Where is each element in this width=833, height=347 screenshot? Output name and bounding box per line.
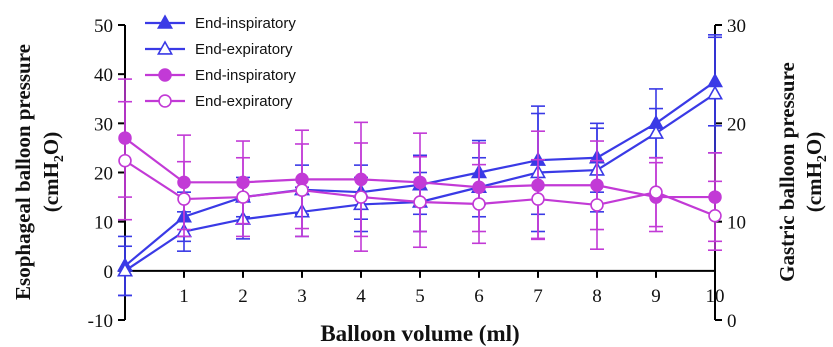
data-point bbox=[590, 198, 604, 212]
series-layer bbox=[116, 34, 724, 297]
y-tick-label: 50 bbox=[94, 16, 113, 37]
data-point bbox=[295, 183, 309, 197]
data-point bbox=[118, 153, 132, 168]
data-point bbox=[413, 195, 427, 209]
data-point bbox=[649, 185, 663, 199]
y-tick-label: 20 bbox=[94, 164, 113, 185]
y2-axis-unit-sub: 2 bbox=[815, 155, 830, 162]
legend-label: End-expiratory bbox=[195, 41, 293, 58]
x-tick-label: 7 bbox=[533, 286, 543, 307]
y-axis-unit-open: (cmH bbox=[39, 162, 63, 212]
y2-axis-unit: (cmH2O) bbox=[802, 132, 830, 212]
y2-axis-title: Gastric balloon pressure bbox=[775, 62, 799, 282]
legend-label: End-expiratory bbox=[195, 93, 293, 110]
data-point bbox=[354, 190, 368, 204]
y2-tick-label: 10 bbox=[727, 213, 746, 234]
data-point bbox=[706, 85, 724, 100]
y2-axis-unit-open: (cmH bbox=[802, 162, 826, 212]
y-axis-unit-close: O) bbox=[39, 132, 63, 155]
y2-axis-unit-close: O) bbox=[802, 132, 826, 155]
y-tick-label: -10 bbox=[88, 311, 113, 332]
legend-label: End-inspiratory bbox=[195, 67, 296, 84]
x-tick-label: 6 bbox=[474, 286, 484, 307]
y-axis-unit: (cmH2O) bbox=[39, 132, 67, 212]
y2-tick-label: 20 bbox=[727, 114, 746, 135]
x-tick-label: 3 bbox=[297, 286, 307, 307]
y-tick-label: 10 bbox=[94, 213, 113, 234]
x-tick-label: 4 bbox=[356, 286, 366, 307]
legend-item-1: End-inspiratory bbox=[145, 14, 296, 32]
data-point bbox=[177, 192, 191, 206]
legend-marker bbox=[156, 14, 174, 29]
y-axis-title: Esophageal balloon pressure bbox=[11, 44, 35, 300]
y-tick-label: 0 bbox=[104, 262, 114, 283]
x-tick-label: 5 bbox=[415, 286, 425, 307]
legend: End-inspiratory End-expiratory End-inspira… bbox=[145, 14, 296, 110]
legend-marker bbox=[156, 40, 174, 55]
data-point bbox=[236, 190, 250, 204]
data-point bbox=[647, 124, 665, 139]
y2-tick-label: 0 bbox=[727, 311, 737, 332]
legend-item-3: End-inspiratory bbox=[145, 67, 296, 84]
data-point bbox=[708, 209, 722, 223]
data-point bbox=[472, 197, 486, 211]
x-tick-label: 8 bbox=[592, 286, 602, 307]
data-point bbox=[116, 262, 134, 277]
x-tick-label: 10 bbox=[706, 286, 725, 307]
legend-item-2: End-expiratory bbox=[145, 40, 293, 58]
data-point bbox=[531, 192, 545, 206]
y-axis-unit-sub: 2 bbox=[52, 155, 67, 162]
series-4 bbox=[118, 100, 722, 252]
x-axis-title: Balloon volume (ml) bbox=[320, 321, 519, 346]
y2-tick-label: 30 bbox=[727, 16, 746, 37]
x-tick-label: 9 bbox=[651, 286, 661, 307]
legend-marker bbox=[158, 68, 172, 82]
x-tick-label: 1 bbox=[179, 286, 189, 307]
legend-marker bbox=[158, 94, 172, 108]
x-tick-label: 2 bbox=[238, 286, 248, 307]
y-tick-label: 40 bbox=[94, 65, 113, 86]
y-tick-label: 30 bbox=[94, 114, 113, 135]
legend-label: End-inspiratory bbox=[195, 15, 296, 32]
legend-item-4: End-expiratory bbox=[145, 93, 293, 110]
